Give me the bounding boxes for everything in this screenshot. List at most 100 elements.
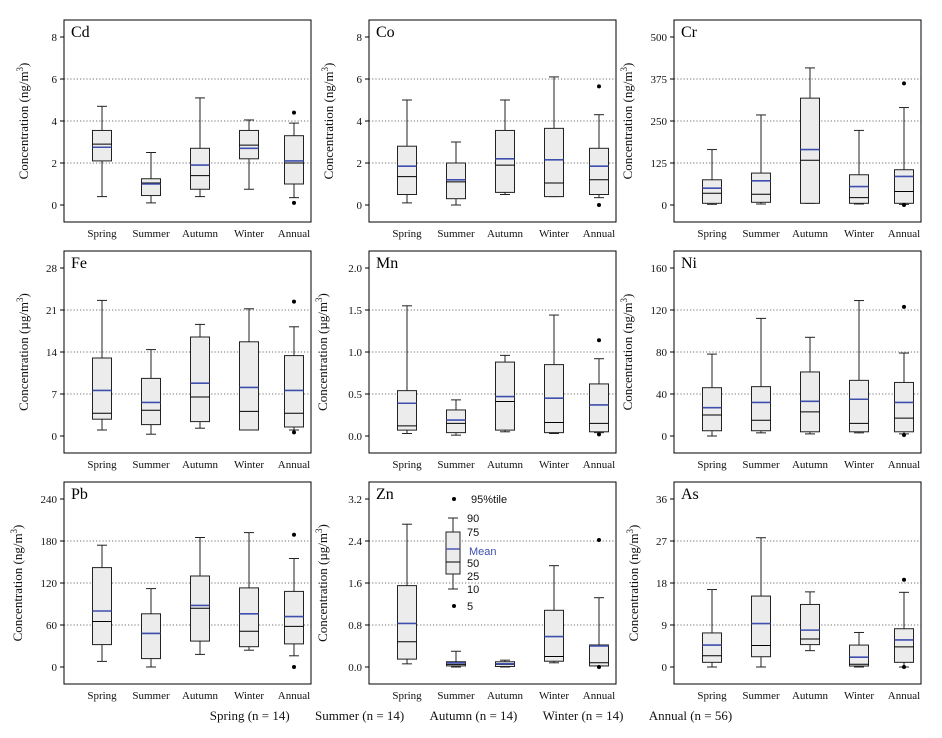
box-iqr	[589, 147, 609, 196]
y-axis-label: Concentration (ng/m3)	[619, 63, 635, 180]
box-iqr	[397, 145, 417, 195]
box-spring	[702, 149, 722, 205]
box-autumn	[800, 67, 820, 204]
x-tick-label: Summer	[132, 228, 170, 240]
box-iqr	[284, 355, 304, 428]
y-tick-label: 8	[357, 32, 363, 44]
y-tick-label: 120	[41, 578, 58, 590]
x-tick-label: Autumn	[487, 459, 524, 471]
box-summer	[751, 114, 771, 205]
box-winter	[239, 308, 259, 431]
element-label: Cd	[71, 24, 90, 41]
group-sample-size-legend: Spring (n = 14) Summer (n = 14) Autumn (…	[0, 708, 942, 724]
panel-cr: 0 125 250 375 500 Concentration (ng/m3) Cr Spri…	[619, 19, 922, 240]
outlier-point	[597, 338, 601, 343]
box-iqr	[800, 603, 820, 646]
x-tick-label: Winter	[844, 228, 874, 240]
element-label: Zn	[376, 486, 394, 503]
box-winter	[239, 532, 259, 651]
panel-zn: 0.0 0.8 1.6 2.4 3.2 Concentration (µg/m3) Zn Sp…	[314, 481, 617, 702]
legend-p95-dot	[452, 497, 456, 501]
y-tick-label: 250	[651, 116, 668, 128]
box-iqr	[190, 336, 210, 423]
box-iqr	[751, 172, 771, 203]
outlier-point	[292, 430, 296, 435]
y-tick-label: 2.0	[348, 263, 362, 275]
footer-group-autumn: Autumn (n = 14)	[429, 708, 518, 723]
box-summer	[141, 588, 161, 668]
y-tick-label: 0	[662, 200, 668, 212]
box-iqr	[239, 587, 259, 648]
x-tick-label: Annual	[888, 459, 920, 471]
box-annual	[284, 532, 304, 669]
box-summer	[141, 152, 161, 204]
outlier-point	[597, 432, 601, 437]
box-summer	[446, 141, 466, 206]
box-winter	[544, 76, 564, 198]
y-tick-label: 8	[52, 32, 58, 44]
legend-label-p5: 5	[467, 601, 473, 613]
y-tick-label: 9	[662, 620, 668, 632]
y-tick-label: 1.6	[348, 578, 362, 590]
box-annual	[589, 338, 609, 437]
x-tick-label: Winter	[844, 690, 874, 702]
x-tick-label: Summer	[132, 690, 170, 702]
box-autumn	[495, 99, 515, 195]
box-iqr	[894, 169, 914, 204]
outlier-point	[292, 299, 296, 304]
y-tick-label: 4	[52, 116, 58, 128]
outlier-point	[292, 665, 296, 669]
y-axis-label: Concentration (ng/m3)	[619, 294, 635, 411]
y-tick-label: 21	[46, 305, 57, 317]
x-tick-label: Summer	[437, 690, 475, 702]
x-tick-label: Annual	[278, 228, 310, 240]
box-iqr	[849, 174, 869, 204]
box-spring	[92, 544, 112, 662]
box-autumn	[800, 336, 820, 435]
y-tick-label: 60	[46, 620, 58, 632]
footer-group-winter: Winter (n = 14)	[542, 708, 624, 723]
box-iqr	[239, 129, 259, 160]
box-annual	[894, 304, 914, 437]
box-iqr	[751, 595, 771, 658]
legend-label-p10: 10	[467, 584, 479, 596]
box-iqr	[495, 129, 515, 193]
box-autumn	[800, 591, 820, 652]
y-tick-label: 27	[656, 536, 668, 548]
y-tick-label: 0.5	[348, 389, 362, 401]
legend-label-p50: 50	[467, 558, 479, 570]
legend-box	[445, 531, 461, 575]
outlier-point	[597, 84, 601, 89]
x-tick-label: Summer	[437, 459, 475, 471]
legend-p5-dot	[452, 604, 456, 608]
legend-label-p95: 95%tile	[471, 494, 507, 506]
y-tick-label: 120	[651, 305, 668, 317]
y-axis-label: Concentration (ng/m3)	[320, 63, 336, 180]
box-iqr	[92, 129, 112, 162]
box-autumn	[190, 97, 210, 198]
panel-co: 0 2 4 6 8 Concentration (ng/m3) Co Spring Summer…	[320, 19, 617, 240]
x-tick-label: Autumn	[182, 690, 219, 702]
box-autumn	[190, 537, 210, 655]
x-tick-label: Spring	[697, 459, 727, 471]
x-tick-label: Spring	[392, 228, 422, 240]
footer-group-spring: Spring (n = 14)	[209, 708, 290, 723]
x-tick-label: Winter	[539, 459, 569, 471]
legend-label-p90: 90	[467, 513, 479, 525]
box-iqr	[849, 644, 869, 667]
element-label: Cr	[681, 24, 698, 41]
x-tick-label: Annual	[278, 690, 310, 702]
box-annual	[894, 81, 914, 207]
panel-ni: 0 40 80 120 160 Concentration (ng/m3) Ni Spring…	[619, 250, 922, 471]
box-spring	[702, 589, 722, 668]
x-tick-label: Summer	[742, 690, 780, 702]
x-tick-label: Summer	[132, 459, 170, 471]
box-spring	[397, 99, 417, 204]
y-tick-label: 4	[357, 116, 363, 128]
element-label: Mn	[376, 255, 398, 272]
y-tick-label: 18	[656, 578, 668, 590]
x-tick-label: Annual	[278, 459, 310, 471]
footer-group-annual: Annual (n = 56)	[648, 708, 733, 723]
x-tick-label: Summer	[742, 459, 780, 471]
box-summer	[141, 349, 161, 435]
